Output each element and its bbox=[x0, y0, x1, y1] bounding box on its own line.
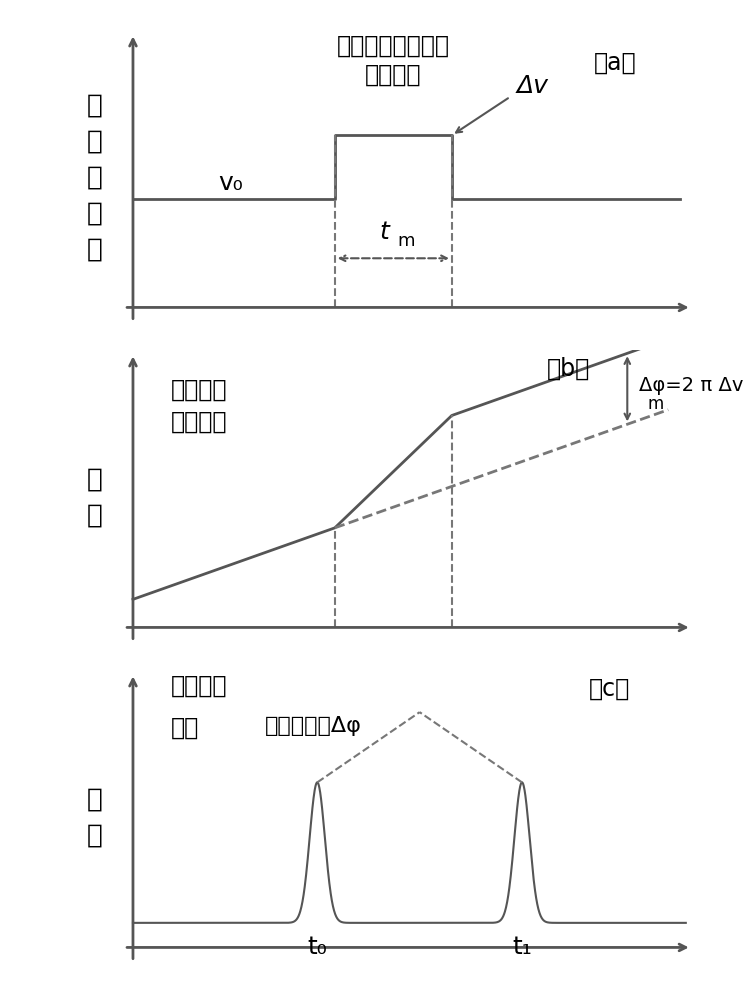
Text: 调制后的长脉冲光
频率演变: 调制后的长脉冲光 频率演变 bbox=[337, 34, 450, 87]
Text: 相位相差为Δφ: 相位相差为Δφ bbox=[265, 716, 362, 736]
Text: Δφ=2 π Δv t: Δφ=2 π Δv t bbox=[639, 376, 750, 395]
Text: v₀: v₀ bbox=[217, 171, 242, 195]
Text: m: m bbox=[647, 395, 663, 413]
Text: t₀: t₀ bbox=[308, 935, 327, 959]
Text: t₁: t₁ bbox=[512, 935, 532, 959]
Text: 激
光
器
频
率: 激 光 器 频 率 bbox=[87, 93, 103, 262]
Text: （b）: （b） bbox=[548, 357, 590, 381]
Text: （c）: （c） bbox=[590, 677, 630, 701]
Text: 相
位: 相 位 bbox=[87, 466, 103, 528]
Text: Δv: Δv bbox=[516, 74, 548, 98]
Text: （a）: （a） bbox=[594, 51, 637, 75]
Text: m: m bbox=[398, 232, 415, 250]
Text: 脉冲: 脉冲 bbox=[171, 716, 200, 740]
Text: 长脉冲的
相位演变: 长脉冲的 相位演变 bbox=[171, 378, 227, 434]
Text: 激发的短: 激发的短 bbox=[171, 674, 227, 698]
Text: t: t bbox=[380, 220, 389, 244]
Text: 幅
度: 幅 度 bbox=[87, 786, 103, 848]
